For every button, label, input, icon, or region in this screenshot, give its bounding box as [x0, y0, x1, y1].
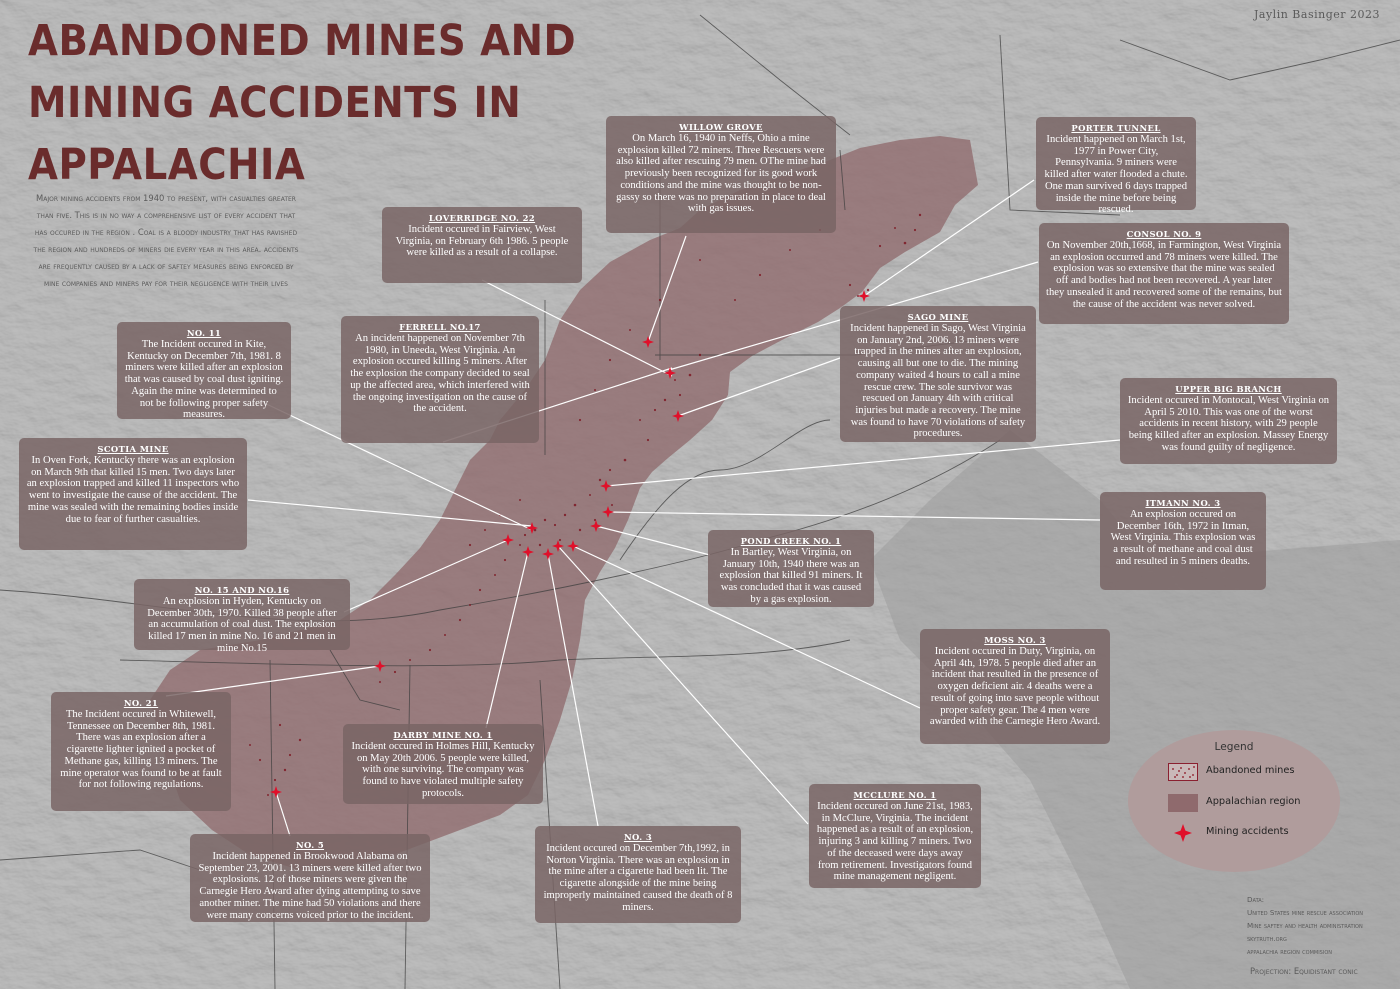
callout-text: An incident happened on November 7th 198…: [350, 333, 530, 415]
callout-title: NO. 11: [186, 328, 222, 338]
callout-text: In Bartley, West Virginia, on January 10…: [719, 547, 863, 605]
callout-mcclure-no-1[interactable]: MCCLURE NO. 1 Incident occured on June 2…: [809, 784, 981, 888]
callout-darby-mine-no-1[interactable]: DARBY MINE NO. 1 Incident occured in Hol…: [343, 724, 543, 804]
callout-text: Incident happened in Brookwood Alabama o…: [198, 851, 422, 921]
callout-consol-no-9[interactable]: CONSOL NO. 9 On November 20th,1668, in F…: [1039, 223, 1289, 324]
callout-text: On March 16, 1940 in Neffs, Ohio a mine …: [616, 133, 826, 215]
callout-title: LOVERRIDGE NO. 22: [428, 213, 536, 223]
callout-title: NO. 21: [123, 698, 159, 708]
callout-title: FERRELL NO.17: [399, 322, 481, 332]
callout-text: The Incident occured in Kite, Kentucky o…: [124, 339, 284, 421]
callout-sago-mine[interactable]: SAGO MINE Incident happened in Sago, Wes…: [840, 306, 1036, 442]
callout-text: Incident happened in Sago, West Virginia…: [850, 323, 1026, 440]
callout-scotia-mine[interactable]: SCOTIA MINE In Oven Fork, Kentucky there…: [19, 438, 247, 550]
callout-no-11[interactable]: NO. 11 The Incident occured in Kite, Ken…: [117, 322, 291, 421]
callout-loverridge-no-22[interactable]: LOVERRIDGE NO. 22 Incident occured in Fa…: [382, 207, 582, 283]
callout-title: ITMANN NO. 3: [1145, 498, 1221, 508]
callout-title: UPPER BIG BRANCH: [1175, 384, 1282, 394]
callout-text: Incident occured on December 7th,1992, i…: [543, 843, 733, 913]
legend-label: Abandoned mines: [1206, 765, 1295, 776]
data-sources: Data: United States mine rescue associat…: [1247, 893, 1397, 958]
callout-title: NO. 15 AND NO.16: [194, 585, 290, 595]
intro-text: Major mining accidents from 1940 to pres…: [33, 193, 299, 288]
callout-no-3[interactable]: NO. 3 Incident occured on December 7th,1…: [535, 826, 741, 923]
callout-title: SCOTIA MINE: [97, 444, 169, 454]
sources-heading: Data:: [1247, 895, 1265, 904]
legend-label: Appalachian region: [1206, 796, 1301, 807]
source-item: appalachia region commision: [1247, 947, 1333, 956]
callout-title: NO. 3: [623, 832, 653, 842]
legend-title: Legend: [1214, 741, 1254, 753]
abandoned-mines-swatch: [1168, 763, 1198, 781]
callout-moss-no-3[interactable]: MOSS NO. 3 Incident occured in Duty, Vir…: [920, 629, 1110, 744]
legend-label: Mining accidents: [1206, 826, 1289, 837]
callout-text: An explosion in Hyden, Kentucky on Decem…: [147, 596, 337, 654]
callout-title: MOSS NO. 3: [984, 635, 1046, 645]
callout-title: PORTER TUNNEL: [1071, 123, 1161, 133]
callout-text: The Incident occured in Whitewell, Tenne…: [60, 709, 222, 791]
appalachian-region-swatch: [1168, 794, 1198, 812]
callout-porter-tunnel[interactable]: PORTER TUNNEL Incident happened on March…: [1036, 117, 1196, 215]
source-item: Mine saftey and health administration: [1247, 921, 1363, 930]
callout-no-15-and-no-16[interactable]: NO. 15 AND NO.16 An explosion in Hyden, …: [134, 579, 350, 654]
callout-title: SAGO MINE: [907, 312, 969, 322]
callout-title: DARBY MINE NO. 1: [393, 730, 493, 740]
callout-willow-grove[interactable]: WILLOW GROVE On March 16, 1940 in Neffs,…: [606, 116, 836, 233]
callout-text: Incident occured in Holmes Hill, Kentuck…: [351, 741, 535, 799]
mining-accident-star-icon: [1174, 824, 1192, 842]
callout-title: CONSOL NO. 9: [1126, 229, 1202, 239]
callout-upper-big-branch[interactable]: UPPER BIG BRANCH Incident occured in Mon…: [1120, 378, 1337, 464]
callout-text: Incident happened on March 1st, 1977 in …: [1044, 134, 1188, 216]
callout-no-5[interactable]: NO. 5 Incident happened in Brookwood Ala…: [190, 834, 430, 922]
map-title: ABANDONED MINES AND MINING ACCIDENTS IN …: [28, 16, 577, 190]
callout-title: MCCLURE NO. 1: [853, 790, 937, 800]
callout-itmann-no-3[interactable]: ITMANN NO. 3 An explosion occured on Dec…: [1100, 492, 1266, 590]
callout-no-21[interactable]: NO. 21 The Incident occured in Whitewell…: [51, 692, 231, 811]
callout-title: POND CREEK NO. 1: [740, 536, 842, 546]
callout-title: WILLOW GROVE: [679, 122, 763, 132]
source-item: United States mine rescue association: [1247, 908, 1364, 917]
callout-text: On November 20th,1668, in Farmington, We…: [1046, 240, 1282, 310]
callout-title: NO. 5: [295, 840, 325, 850]
callout-text: In Oven Fork, Kentucky there was an expl…: [26, 455, 240, 525]
callout-text: Incident occured in Fairview, West Virgi…: [395, 224, 569, 259]
callout-pond-creek-no-1[interactable]: POND CREEK NO. 1 In Bartley, West Virgin…: [708, 530, 874, 607]
callout-text: Incident occured in Montocal, West Virgi…: [1127, 395, 1330, 453]
callout-text: Incident occured in Duty, Virginia, on A…: [929, 646, 1101, 728]
source-item: skytruth.org: [1247, 934, 1287, 943]
author-credit: Jaylin Basinger 2023: [1254, 8, 1380, 21]
projection-note: Projection: Equidistant conic: [1250, 966, 1358, 976]
legend: Legend Abandoned mines Appalachian regio…: [1128, 730, 1340, 872]
callout-text: Incident occured on June 21st, 1983, in …: [816, 801, 974, 883]
callout-ferrell-no-17[interactable]: FERRELL NO.17 An incident happened on No…: [341, 316, 539, 443]
callout-text: An explosion occured on December 16th, 1…: [1110, 509, 1256, 567]
